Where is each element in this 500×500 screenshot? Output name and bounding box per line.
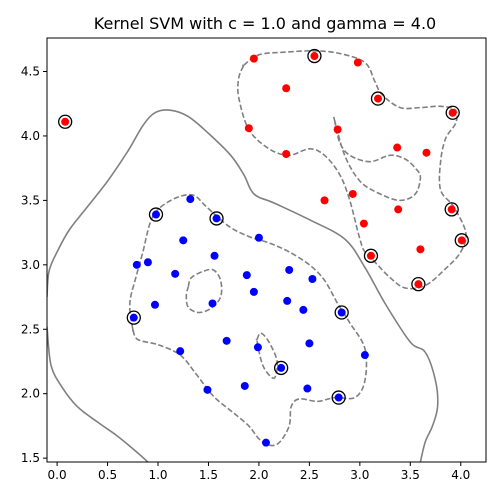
margin-red-class	[236, 50, 467, 290]
data-point	[240, 381, 249, 390]
axes: 0.0 0.5 1.0 1.5 2.0 2.5 3.0 3.5 4.0 1.5 2.0 2.5 3.0 3…	[21, 37, 487, 482]
data-point	[448, 108, 457, 117]
x-tick-label: 3.5	[401, 468, 420, 482]
data-point	[282, 84, 291, 93]
data-point	[186, 195, 195, 204]
support-vector-ring	[454, 233, 469, 248]
data-point	[303, 384, 312, 393]
data-point	[261, 438, 270, 447]
data-point	[422, 148, 431, 157]
data-point	[348, 189, 357, 198]
support-vector-ring	[363, 248, 379, 263]
x-tick-label: 4.0	[451, 468, 470, 482]
data-point	[212, 214, 221, 223]
data-point	[132, 260, 141, 269]
y-tick-label: 2.5	[21, 322, 40, 336]
margin-red-inner	[332, 116, 422, 202]
data-point	[310, 52, 319, 61]
data-point	[151, 210, 160, 219]
x-tick-label: 2.5	[300, 468, 319, 482]
data-point	[320, 196, 329, 205]
data-point	[253, 343, 262, 352]
data-point	[457, 236, 466, 245]
support-vector-ring	[307, 48, 322, 64]
x-tick-label: 2.0	[249, 468, 268, 482]
data-point	[305, 339, 314, 348]
margin-blue-inner	[185, 268, 223, 314]
data-point	[359, 219, 368, 228]
y-tick-label: 2.0	[21, 387, 40, 401]
data-point	[366, 251, 375, 260]
data-point	[394, 205, 403, 214]
support-vector-ring	[334, 305, 349, 320]
data-point	[254, 233, 263, 242]
data-point	[242, 271, 251, 280]
data-point	[283, 296, 292, 305]
curves-group	[47, 50, 467, 462]
data-point	[353, 58, 362, 67]
support-vector-ring	[148, 207, 164, 222]
x-tick-label: 0.5	[98, 468, 117, 482]
margin-blue-notch	[255, 332, 279, 380]
plot-area	[47, 48, 469, 462]
x-tick-label: 0.0	[48, 468, 67, 482]
support-vector-ring	[445, 105, 460, 120]
data-point	[285, 265, 294, 274]
data-point	[249, 54, 258, 63]
data-point	[249, 287, 258, 296]
data-point	[150, 300, 159, 309]
data-point	[129, 313, 138, 322]
data-point	[176, 347, 185, 356]
support-vector-ring	[126, 310, 141, 325]
x-tick-label: 1.0	[148, 468, 167, 482]
data-point	[374, 94, 383, 103]
data-point	[222, 336, 231, 345]
x-tick-label: 3.0	[350, 468, 369, 482]
chart-title: Kernel SVM with c = 1.0 and gamma = 4.0	[94, 14, 436, 33]
data-point	[244, 124, 253, 133]
y-tick-label: 3.0	[21, 258, 40, 272]
data-point	[393, 143, 402, 152]
support-vector-ring	[209, 211, 224, 226]
support-vector-ring	[331, 390, 346, 405]
support-vector-ring	[411, 277, 426, 292]
data-point	[210, 251, 219, 260]
y-tick-label: 4.0	[21, 129, 40, 143]
data-point	[334, 393, 343, 402]
series-0	[61, 52, 466, 289]
y-tick-label: 1.5	[21, 451, 40, 465]
data-point	[333, 125, 342, 134]
data-point	[179, 236, 188, 245]
data-point	[337, 308, 346, 317]
support-vector-ring	[273, 360, 289, 376]
margin-blue-class	[128, 193, 368, 447]
support-vector-ring	[370, 91, 386, 106]
data-point	[171, 269, 180, 278]
support-vector-ring	[58, 114, 73, 129]
y-tick-label: 3.5	[21, 193, 40, 207]
data-point	[414, 280, 423, 289]
data-point	[61, 117, 70, 126]
data-point	[447, 205, 456, 214]
decision-boundary-secondary	[47, 326, 149, 462]
y-tick-label: 4.5	[21, 65, 40, 79]
data-point	[208, 299, 217, 308]
data-point	[203, 385, 212, 394]
data-point	[299, 305, 308, 314]
data-point	[308, 274, 317, 283]
data-point	[277, 363, 286, 372]
plot-frame	[46, 37, 487, 463]
data-point	[143, 258, 152, 267]
decision-boundary	[47, 109, 439, 462]
data-point	[416, 245, 425, 254]
data-point	[282, 149, 291, 158]
data-point	[360, 351, 369, 360]
support-vector-ring	[444, 202, 459, 217]
series-1	[129, 195, 369, 447]
x-tick-label: 1.5	[199, 468, 218, 482]
support-vectors	[58, 48, 469, 405]
